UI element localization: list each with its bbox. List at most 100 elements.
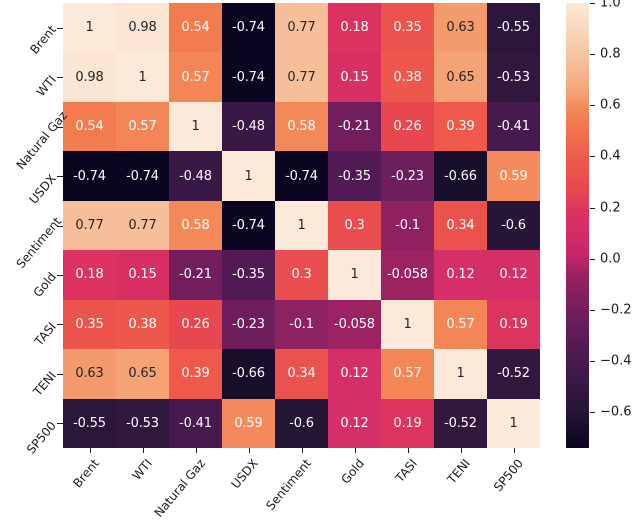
heatmap-cell-brent-brent: 1 bbox=[63, 3, 116, 53]
colorbar-tick-label: −0.6 bbox=[600, 404, 632, 420]
heatmap-cell-brent-gold: 0.18 bbox=[328, 3, 381, 53]
heatmap-cell-wti-brent: 0.98 bbox=[63, 52, 116, 102]
heatmap-cell-teni-wti: 0.65 bbox=[116, 349, 169, 399]
heatmap-cell-tasi-brent: 0.35 bbox=[63, 299, 116, 350]
colorbar-tick-mark bbox=[590, 156, 595, 158]
heatmap-cell-sp500-sentiment: -0.6 bbox=[275, 398, 328, 448]
heatmap-cell-usdx-usdx: 1 bbox=[222, 151, 275, 201]
heatmap-cell-gold-natural-gaz: -0.21 bbox=[169, 250, 222, 300]
colorbar-tick-mark bbox=[590, 258, 595, 260]
heatmap-cell-gold-wti: 0.15 bbox=[116, 250, 169, 300]
heatmap-cell-usdx-natural-gaz: -0.48 bbox=[169, 151, 222, 201]
heatmap-cell-sp500-brent: -0.55 bbox=[63, 398, 116, 448]
colorbar bbox=[566, 3, 589, 448]
heatmap-cell-teni-usdx: -0.66 bbox=[222, 349, 275, 399]
heatmap-cell-natural-gaz-sentiment: 0.58 bbox=[275, 101, 328, 152]
heatmap-cell-natural-gaz-teni: 0.39 bbox=[434, 101, 487, 152]
x-tick-mark bbox=[407, 448, 409, 453]
heatmap-cell-natural-gaz-brent: 0.54 bbox=[63, 101, 116, 152]
heatmap-cell-brent-sp500: -0.55 bbox=[487, 3, 540, 53]
y-axis-label-sentiment: Sentiment bbox=[13, 214, 65, 272]
y-tick-mark bbox=[57, 324, 63, 326]
x-axis-label-brent: Brent bbox=[69, 456, 102, 491]
colorbar-tick-mark bbox=[590, 3, 595, 4]
colorbar-tick-label: 0.0 bbox=[600, 251, 621, 267]
heatmap-cell-teni-gold: 0.12 bbox=[328, 349, 381, 399]
heatmap-cell-wti-natural-gaz: 0.57 bbox=[169, 52, 222, 102]
heatmap-cell-sentiment-sentiment: 1 bbox=[275, 200, 328, 251]
x-axis-label-gold: Gold bbox=[337, 456, 367, 487]
y-tick-mark bbox=[57, 423, 63, 425]
colorbar-tick-mark bbox=[590, 361, 595, 363]
x-axis-label-usdx: USDX bbox=[227, 456, 261, 492]
heatmap-cell-sp500-tasi: 0.19 bbox=[381, 398, 434, 448]
colorbar-tick-label: 0.4 bbox=[600, 148, 621, 164]
heatmap-cell-tasi-natural-gaz: 0.26 bbox=[169, 299, 222, 350]
heatmap-cell-sp500-gold: 0.12 bbox=[328, 398, 381, 448]
heatmap-cell-wti-wti: 1 bbox=[116, 52, 169, 102]
y-tick-mark bbox=[57, 126, 63, 128]
heatmap-cell-natural-gaz-gold: -0.21 bbox=[328, 101, 381, 152]
heatmap-cell-brent-wti: 0.98 bbox=[116, 3, 169, 53]
heatmap-cell-teni-natural-gaz: 0.39 bbox=[169, 349, 222, 399]
heatmap-cell-sentiment-natural-gaz: 0.58 bbox=[169, 200, 222, 251]
colorbar-tick-label: 0.2 bbox=[600, 200, 621, 216]
heatmap-cell-wti-teni: 0.65 bbox=[434, 52, 487, 102]
x-axis-label-natural-gaz: Natural Gaz bbox=[151, 456, 208, 520]
colorbar-tick-mark bbox=[590, 105, 595, 107]
heatmap-cell-tasi-sp500: 0.19 bbox=[487, 299, 540, 350]
colorbar-tick-mark bbox=[590, 54, 595, 56]
x-tick-mark bbox=[354, 448, 356, 453]
heatmap-cell-sp500-wti: -0.53 bbox=[116, 398, 169, 448]
x-tick-mark bbox=[460, 448, 462, 453]
heatmap-cell-natural-gaz-wti: 0.57 bbox=[116, 101, 169, 152]
heatmap-cell-sentiment-teni: 0.34 bbox=[434, 200, 487, 251]
x-axis-label-sp500: SP500 bbox=[490, 456, 526, 495]
y-axis-label-natural-gaz: Natural Gaz bbox=[13, 108, 70, 173]
colorbar-tick-label: −0.2 bbox=[600, 302, 632, 318]
heatmap-cell-usdx-brent: -0.74 bbox=[63, 151, 116, 201]
y-axis-label-sp500: SP500 bbox=[23, 418, 59, 457]
heatmap-cell-gold-gold: 1 bbox=[328, 250, 381, 300]
heatmap-cell-sentiment-sp500: -0.6 bbox=[487, 200, 540, 251]
x-tick-mark bbox=[142, 448, 144, 453]
heatmap-cell-gold-usdx: -0.35 bbox=[222, 250, 275, 300]
heatmap-grid: 1 0.98 0.54 -0.74 0.77 0.18 0.35 0.63 -0.55 0.98 1… bbox=[63, 3, 540, 448]
heatmap-cell-usdx-gold: -0.35 bbox=[328, 151, 381, 201]
heatmap-cell-sp500-teni: -0.52 bbox=[434, 398, 487, 448]
heatmap-cell-sentiment-tasi: -0.1 bbox=[381, 200, 434, 251]
heatmap-cell-brent-usdx: -0.74 bbox=[222, 3, 275, 53]
heatmap-cell-wti-tasi: 0.38 bbox=[381, 52, 434, 102]
y-tick-mark bbox=[57, 225, 63, 227]
y-tick-mark bbox=[57, 27, 63, 29]
y-axis-label-tasi: TASI bbox=[31, 319, 59, 349]
heatmap-cell-teni-brent: 0.63 bbox=[63, 349, 116, 399]
heatmap-cell-wti-sp500: -0.53 bbox=[487, 52, 540, 102]
x-axis-label-sentiment: Sentiment bbox=[262, 456, 314, 513]
colorbar-tick-label: 0.6 bbox=[600, 97, 621, 113]
heatmap-cell-sentiment-usdx: -0.74 bbox=[222, 200, 275, 251]
heatmap-cell-gold-sp500: 0.12 bbox=[487, 250, 540, 300]
heatmap-cell-usdx-teni: -0.66 bbox=[434, 151, 487, 201]
heatmap-cell-teni-sentiment: 0.34 bbox=[275, 349, 328, 399]
x-tick-mark bbox=[513, 448, 515, 453]
x-tick-mark bbox=[89, 448, 91, 453]
heatmap-cell-sentiment-gold: 0.3 bbox=[328, 200, 381, 251]
x-tick-mark bbox=[301, 448, 303, 453]
heatmap-cell-sp500-usdx: 0.59 bbox=[222, 398, 275, 448]
heatmap-cell-tasi-gold: -0.058 bbox=[328, 299, 381, 350]
x-axis-label-teni: TENI bbox=[444, 456, 473, 487]
x-tick-mark bbox=[195, 448, 197, 453]
heatmap-cell-tasi-usdx: -0.23 bbox=[222, 299, 275, 350]
heatmap-cell-natural-gaz-tasi: 0.26 bbox=[381, 101, 434, 152]
heatmap-cell-teni-sp500: -0.52 bbox=[487, 349, 540, 399]
x-tick-mark bbox=[248, 448, 250, 453]
heatmap-cell-gold-sentiment: 0.3 bbox=[275, 250, 328, 300]
colorbar-tick-label: −0.4 bbox=[600, 353, 632, 369]
heatmap-cell-tasi-tasi: 1 bbox=[381, 299, 434, 350]
heatmap-cell-natural-gaz-usdx: -0.48 bbox=[222, 101, 275, 152]
colorbar-tick-mark bbox=[590, 207, 595, 209]
y-tick-mark bbox=[57, 373, 63, 375]
colorbar-tick-mark bbox=[590, 412, 595, 414]
